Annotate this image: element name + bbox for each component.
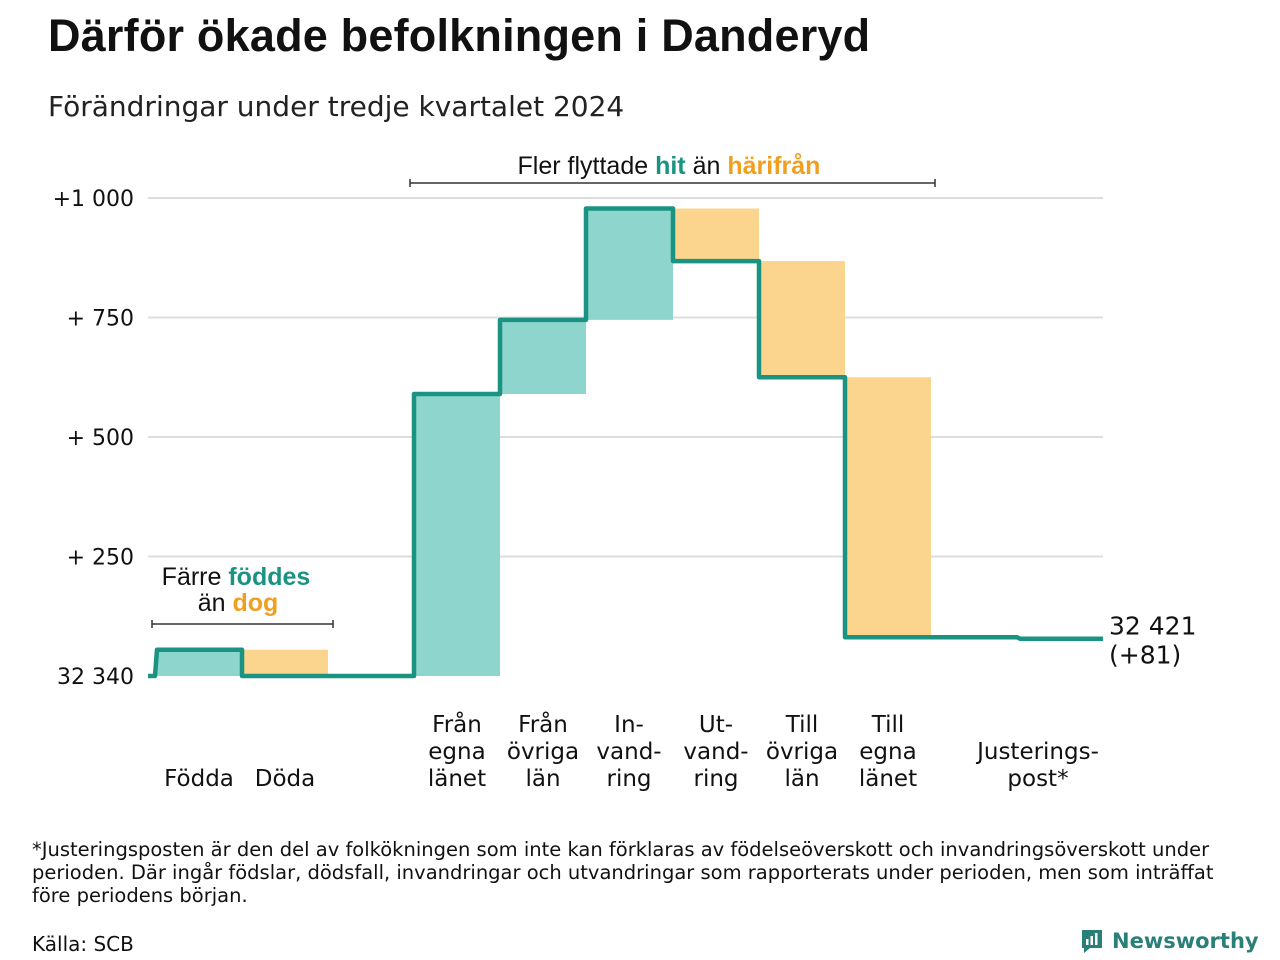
bar-2 [414,393,500,676]
annotation-highlight-in: hit [655,152,686,180]
annotation-highlight-out: härifrån [727,152,820,180]
waterfall-chart: +1 000 + 750 + 500 + 250 32 340 Födda Döda Frå… [53,152,1197,792]
end-value-label: 32 421 [1109,612,1196,641]
y-tick-label: 32 340 [57,665,134,690]
chart-subtitle: Förändringar under tredje kvartalet 2024 [48,90,625,123]
x-label-line: vand- [596,739,661,765]
x-label-line: Från [432,710,482,738]
births-annotation-line1: Färre föddes [162,563,311,591]
bar-7 [845,377,931,638]
annotation-highlight-in: föddes [228,563,310,591]
brand-name: Newsworthy [1112,929,1259,953]
bar-6 [759,261,845,378]
x-label-line: egna [428,739,485,765]
x-label-line: Till [871,712,905,738]
x-label-line: Döda [255,766,315,792]
y-tick-label: +1 000 [53,187,134,212]
x-label-line: län [784,766,819,792]
newsworthy-logo-icon [1082,930,1102,953]
bar-3 [500,319,586,394]
x-label-line: övriga [766,739,838,765]
x-label-line: länet [859,766,917,792]
x-label-line: övriga [507,739,579,765]
step-line [148,206,1103,679]
annotations: Fler flyttade hit än härifrån Färre födde… [151,152,936,628]
x-axis-labels: Födda DödaFrånegnalänetFrånövrigalänIn-va… [164,612,1196,792]
x-label-line: Justerings- [975,739,1099,765]
grid-lines [148,197,1103,558]
annotation-text: än [198,589,226,617]
y-tick-label: + 250 [67,546,134,571]
source-label: Källa: SCB [32,932,134,956]
bar-4 [586,208,673,320]
y-tick-label: + 750 [67,307,134,332]
chart-title: Därför ökade befolkningen i Danderyd [48,10,871,61]
migration-annotation: Fler flyttade hit än härifrån [518,152,821,180]
x-label-line: Födda [164,766,234,792]
x-label-line: post* [1007,766,1068,792]
annotation-highlight-out: dog [232,589,278,617]
x-label-line: Till [785,712,819,738]
bars [157,208,931,676]
x-label-line: egna [859,739,916,765]
annotation-text: Fler flyttade [518,152,649,180]
bar-0 [157,649,242,676]
end-change-label: (+81) [1109,641,1181,670]
y-axis-ticks: +1 000 + 750 + 500 + 250 32 340 [53,187,134,690]
x-label-line: Ut- [699,712,733,738]
x-label-line: ring [606,766,651,792]
y-tick-label: + 500 [67,426,134,451]
x-label-line: vand- [683,739,748,765]
annotation-text: Färre [162,563,222,591]
footnote: *Justeringsposten är den del av folkökni… [32,838,1214,907]
x-label-line: län [525,766,560,792]
x-label-line: In- [614,712,644,738]
x-label-line: länet [428,766,486,792]
births-annotation-line2: än dog [198,589,279,617]
bar-1 [242,649,328,676]
brand-logo: Newsworthy [1080,928,1259,954]
step-line-path [148,206,1103,679]
x-label-line: Från [518,710,568,738]
migration-bracket [409,179,936,187]
bar-5 [673,208,759,262]
x-label-line: ring [693,766,738,792]
births-bracket [151,620,334,628]
annotation-text: än [693,152,721,180]
